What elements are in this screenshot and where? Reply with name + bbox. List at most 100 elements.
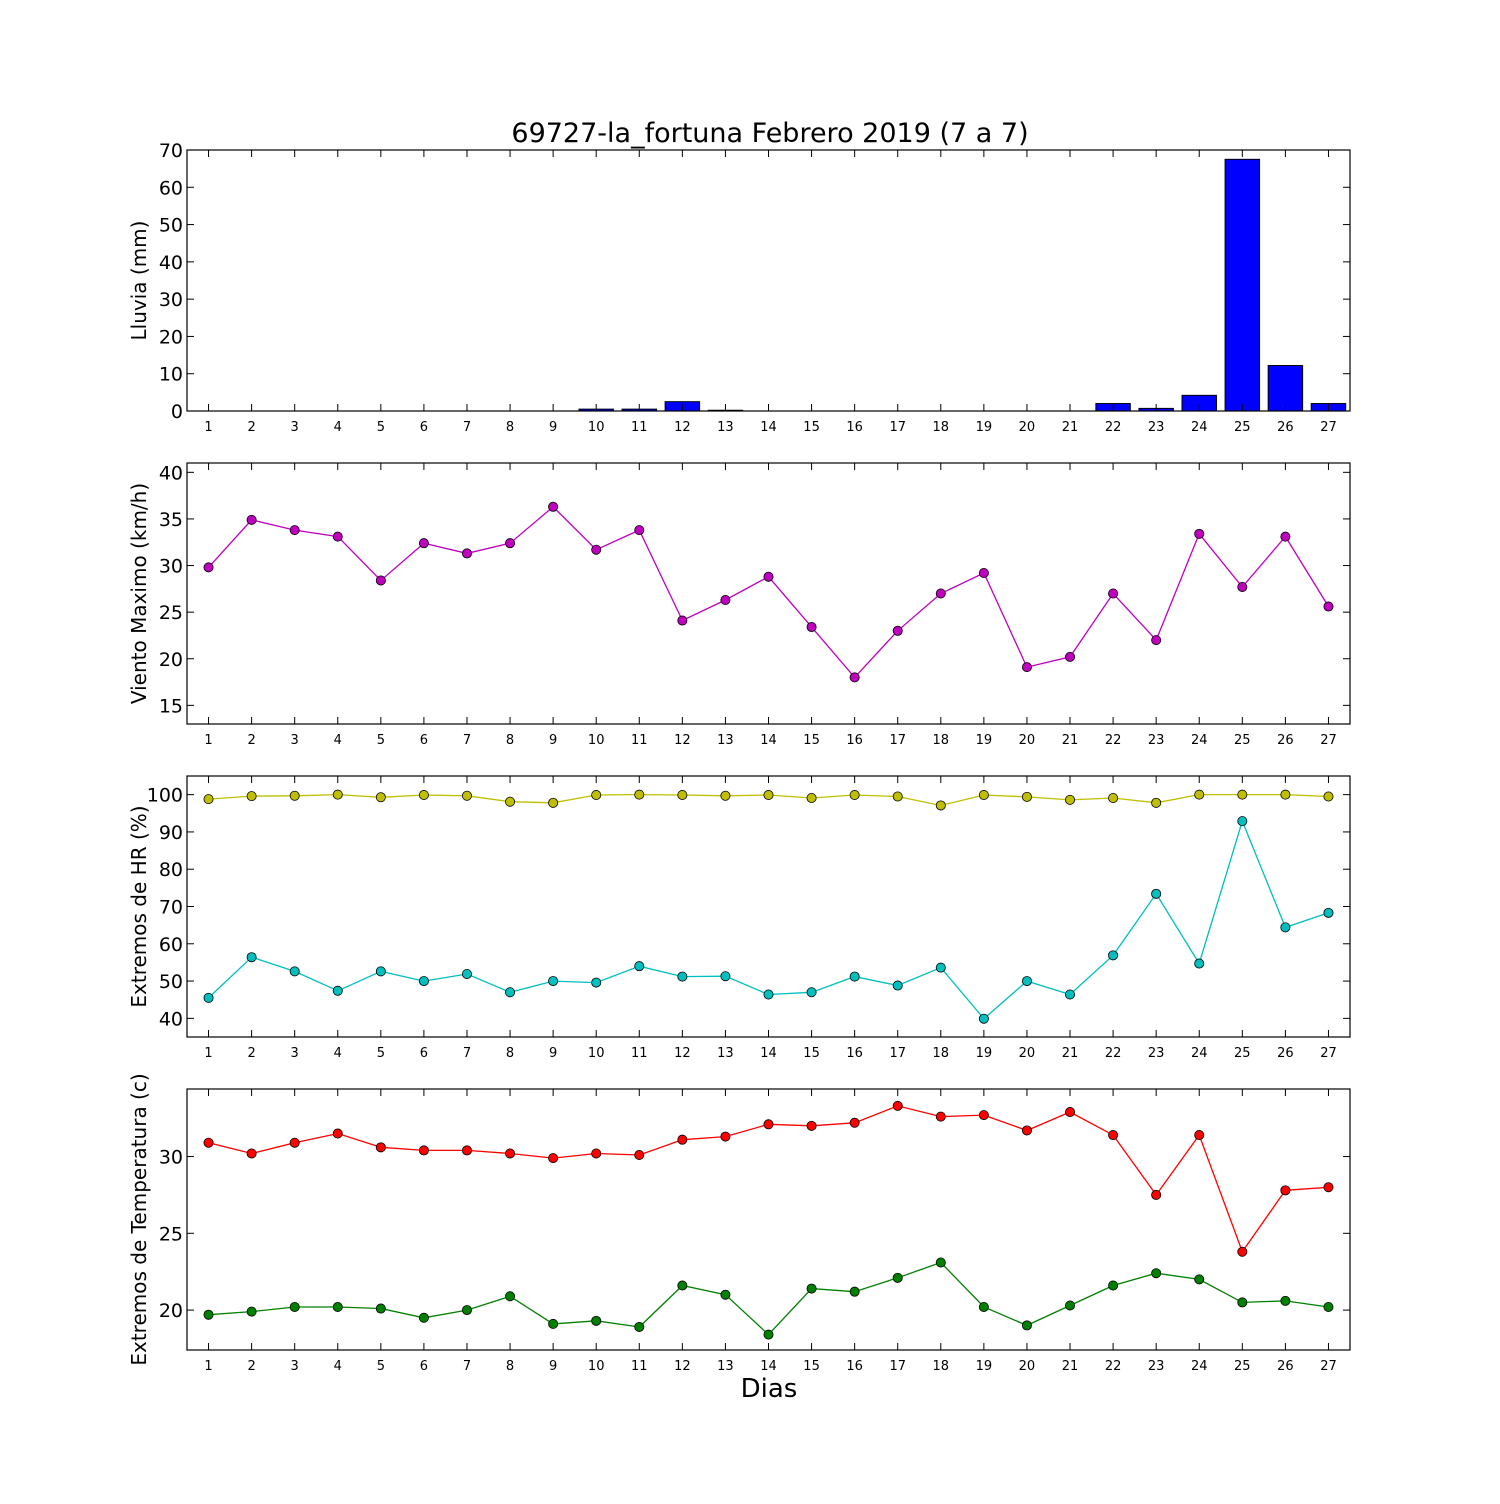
- data-point-day-5: [375, 1303, 386, 1314]
- x-tick-label: 25: [1234, 1046, 1251, 1061]
- y-axis-label: Viento Maximo (km/h): [127, 483, 151, 704]
- x-tick-label: 1: [204, 733, 212, 748]
- data-point-day-21: [1065, 1300, 1076, 1311]
- x-tick-label: 5: [377, 1359, 385, 1374]
- x-tick-label: 15: [803, 1359, 820, 1374]
- data-point-day-18: [935, 1257, 946, 1268]
- y-tick-label: 40: [159, 252, 183, 274]
- data-point-day-3: [289, 525, 300, 536]
- data-point-day-19: [978, 567, 989, 578]
- data-point-day-24: [1194, 958, 1205, 969]
- data-point-day-15: [806, 987, 817, 998]
- data-point-day-16: [849, 1117, 860, 1128]
- data-point-day-10: [591, 544, 602, 555]
- data-point-day-9: [548, 501, 559, 512]
- y-tick-label: 35: [159, 509, 183, 531]
- x-tick-label: 19: [976, 1046, 993, 1061]
- data-point-day-12: [677, 971, 688, 982]
- x-axis-label: Dias: [741, 1374, 798, 1404]
- data-point-day-9: [548, 976, 559, 987]
- data-point-day-15: [806, 1283, 817, 1294]
- x-tick-label: 4: [334, 1359, 342, 1374]
- x-tick-label: 3: [291, 1359, 299, 1374]
- data-point-day-8: [505, 987, 516, 998]
- x-tick-label: 21: [1062, 733, 1079, 748]
- y-tick-label: 70: [159, 140, 183, 162]
- y-tick-label: 25: [159, 1223, 183, 1245]
- x-tick-label: 17: [889, 420, 906, 435]
- data-point-day-6: [418, 976, 429, 987]
- data-point-day-27: [1323, 1182, 1334, 1193]
- data-point-day-23: [1151, 1268, 1162, 1279]
- x-tick-label: 26: [1277, 420, 1294, 435]
- x-tick-label: 8: [506, 733, 514, 748]
- x-tick-label: 9: [549, 1359, 557, 1374]
- data-point-day-24: [1194, 1274, 1205, 1285]
- x-tick-label: 13: [717, 1046, 734, 1061]
- x-tick-label: 13: [717, 420, 734, 435]
- data-point-day-24: [1194, 789, 1205, 800]
- data-point-day-21: [1065, 989, 1076, 1000]
- data-point-day-3: [289, 966, 300, 977]
- data-point-day-1: [203, 562, 214, 573]
- data-point-day-23: [1151, 635, 1162, 646]
- data-point-day-19: [978, 1013, 989, 1024]
- data-point-day-10: [591, 1148, 602, 1159]
- data-point-day-10: [591, 977, 602, 988]
- data-point-day-17: [892, 625, 903, 636]
- x-tick-label: 7: [463, 420, 471, 435]
- data-point-day-15: [806, 622, 817, 633]
- x-tick-label: 20: [1019, 1046, 1036, 1061]
- x-tick-label: 2: [247, 733, 255, 748]
- data-point-day-3: [289, 1302, 300, 1313]
- x-tick-label: 19: [976, 1359, 993, 1374]
- x-tick-label: 1: [204, 1046, 212, 1061]
- x-tick-label: 3: [291, 1046, 299, 1061]
- y-tick-label: 100: [147, 785, 183, 807]
- data-point-day-2: [246, 1306, 257, 1317]
- y-axis-label: Extremos de Temperatura (c): [127, 1073, 151, 1365]
- x-tick-label: 11: [631, 1359, 648, 1374]
- y-tick-label: 25: [159, 602, 183, 624]
- data-point-day-14: [763, 790, 774, 801]
- x-tick-label: 24: [1191, 420, 1208, 435]
- x-tick-label: 20: [1019, 1359, 1036, 1374]
- x-tick-label: 6: [420, 1359, 428, 1374]
- data-point-day-26: [1280, 1185, 1291, 1196]
- data-point-day-4: [332, 789, 343, 800]
- data-point-day-16: [849, 790, 860, 801]
- x-tick-label: 22: [1105, 733, 1122, 748]
- x-tick-label: 4: [334, 733, 342, 748]
- y-axis-label: Lluvia (mm): [127, 221, 151, 341]
- x-tick-label: 8: [506, 1359, 514, 1374]
- data-point-day-1: [203, 794, 214, 805]
- x-tick-label: 15: [803, 420, 820, 435]
- data-point-day-1: [203, 1137, 214, 1148]
- x-tick-label: 10: [588, 733, 605, 748]
- y-tick-label: 30: [159, 289, 183, 311]
- series-line-3-2: [208, 819, 1329, 1020]
- data-point-day-24: [1194, 528, 1205, 539]
- x-tick-label: 22: [1105, 1359, 1122, 1374]
- x-tick-label: 6: [420, 1046, 428, 1061]
- y-tick-label: 40: [159, 1008, 183, 1030]
- data-point-day-20: [1021, 662, 1032, 673]
- y-tick-label: 50: [159, 215, 183, 237]
- data-point-day-9: [548, 1318, 559, 1329]
- x-tick-label: 10: [588, 1359, 605, 1374]
- x-tick-label: 4: [334, 420, 342, 435]
- data-point-day-6: [418, 538, 429, 549]
- x-tick-label: 24: [1191, 1046, 1208, 1061]
- data-point-day-3: [289, 790, 300, 801]
- x-tick-label: 5: [377, 1046, 385, 1061]
- x-tick-label: 2: [247, 1046, 255, 1061]
- x-tick-label: 16: [846, 1359, 863, 1374]
- x-tick-label: 9: [549, 420, 557, 435]
- x-tick-label: 4: [334, 1046, 342, 1061]
- data-point-day-21: [1065, 794, 1076, 805]
- x-tick-label: 16: [846, 1046, 863, 1061]
- x-tick-label: 12: [674, 1359, 691, 1374]
- data-point-day-5: [375, 1142, 386, 1153]
- x-tick-label: 18: [933, 420, 950, 435]
